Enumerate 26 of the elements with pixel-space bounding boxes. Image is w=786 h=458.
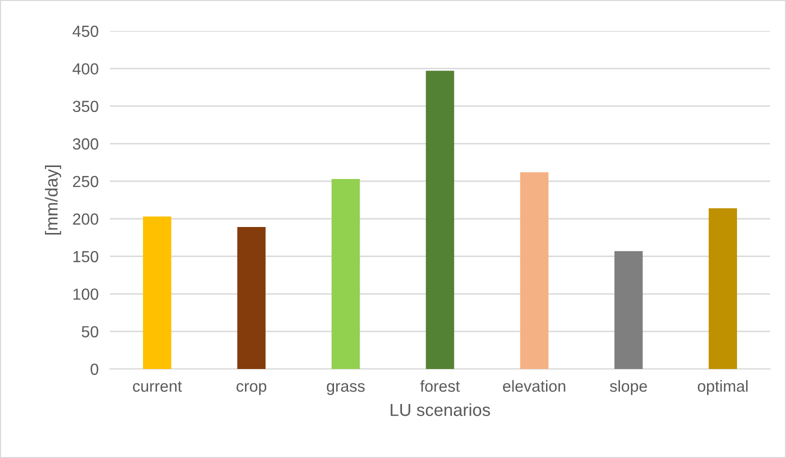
y-tick-label: 150	[73, 250, 98, 262]
y-tick-label: 50	[82, 326, 98, 338]
y-tick-label: 200	[73, 213, 98, 225]
x-tick-label: crop	[236, 383, 266, 395]
y-tick-label: 250	[73, 176, 98, 188]
x-tick-label: elevation	[503, 380, 566, 392]
bar	[614, 251, 643, 369]
y-tick-label: 0	[90, 364, 98, 375]
bar	[143, 216, 172, 369]
x-tick-label: slope	[610, 380, 647, 395]
bar	[426, 70, 454, 369]
y-tick-label: 300	[72, 138, 98, 150]
x-tick-label: grass	[326, 383, 365, 395]
y-axis-title: [mm/day]	[44, 166, 62, 234]
bar	[332, 178, 360, 369]
x-tick-label: forest	[420, 380, 460, 392]
x-tick-label: current	[132, 381, 182, 392]
bar	[237, 227, 266, 369]
y-tick-label: 350	[72, 100, 98, 112]
bar	[520, 172, 548, 369]
x-axis-title: LU scenarios	[390, 403, 490, 416]
bar	[708, 208, 737, 369]
y-tick-label: 450	[72, 26, 98, 37]
y-tick-label: 100	[73, 288, 98, 300]
x-tick-label: optimal	[698, 380, 748, 395]
y-tick-label: 400	[72, 63, 98, 74]
